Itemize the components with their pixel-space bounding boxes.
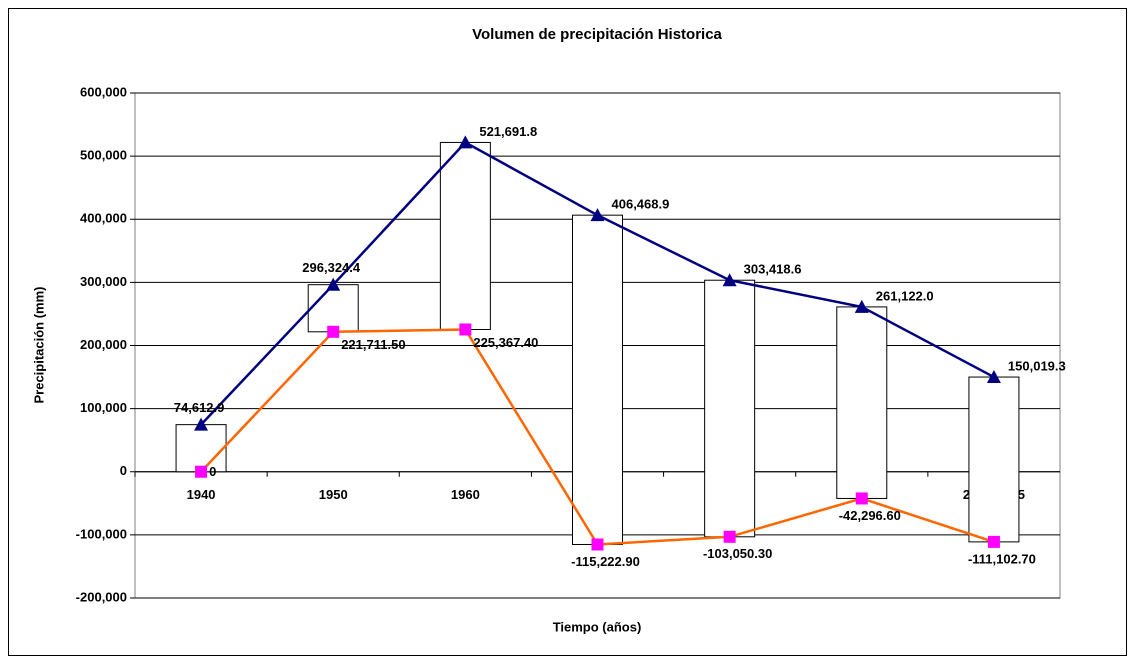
- marker: [855, 492, 868, 505]
- y-tick-label: 600,000: [80, 84, 127, 99]
- data-label: 221,711.50: [341, 337, 405, 352]
- y-tick-label: 500,000: [80, 148, 127, 163]
- chart-title: Volumen de precipitación Historica: [472, 26, 722, 43]
- data-label: 74,612.9: [174, 400, 225, 415]
- x-axis-title: Tiempo (años): [553, 619, 642, 634]
- marker: [854, 299, 869, 313]
- x-tick-label: 1960: [451, 487, 480, 502]
- y-tick-label: 200,000: [80, 337, 127, 352]
- data-label: 406,468.9: [612, 197, 670, 212]
- marker: [326, 277, 341, 291]
- y-axis-title: Precipitación (mm): [31, 286, 46, 403]
- up-down-bar: [307, 284, 359, 333]
- data-label: 150,019.3: [1008, 358, 1066, 373]
- data-label: 0: [209, 464, 216, 479]
- up-down-bar: [439, 141, 491, 330]
- y-tick-label: -100,000: [76, 526, 127, 541]
- up-down-bar: [175, 424, 227, 473]
- up-down-bar: [836, 306, 888, 499]
- marker: [591, 538, 604, 551]
- y-tick-label: 0: [120, 463, 127, 478]
- data-label: -42,296.60: [839, 508, 901, 523]
- data-label: 303,418.6: [744, 262, 802, 277]
- data-label: 225,367.40: [473, 335, 538, 350]
- marker: [195, 465, 208, 478]
- up-down-bar: [704, 279, 756, 538]
- marker: [458, 135, 473, 149]
- marker: [987, 535, 1000, 548]
- y-tick-label: -200,000: [76, 589, 127, 604]
- data-label: 296,324.4: [302, 260, 361, 275]
- x-tick-label: 1950: [319, 487, 348, 502]
- marker: [459, 323, 472, 336]
- up-down-bar: [968, 376, 1020, 543]
- marker: [327, 325, 340, 338]
- x-tick-label: 1940: [187, 487, 216, 502]
- data-label: -111,102.70: [968, 551, 1036, 566]
- marker: [722, 273, 737, 287]
- y-tick-label: 300,000: [80, 274, 127, 289]
- marker: [986, 370, 1001, 384]
- marker: [194, 417, 209, 431]
- data-label: 261,122.0: [876, 288, 934, 303]
- y-tick-label: 100,000: [80, 400, 127, 415]
- marker: [723, 530, 736, 543]
- up-down-bar: [572, 214, 623, 545]
- y-tick-label: 400,000: [80, 211, 127, 226]
- marker: [590, 208, 605, 222]
- data-label: -115,222.90: [571, 554, 640, 569]
- data-label: 521,691.8: [479, 124, 537, 139]
- data-label: -103,050.30: [703, 546, 772, 561]
